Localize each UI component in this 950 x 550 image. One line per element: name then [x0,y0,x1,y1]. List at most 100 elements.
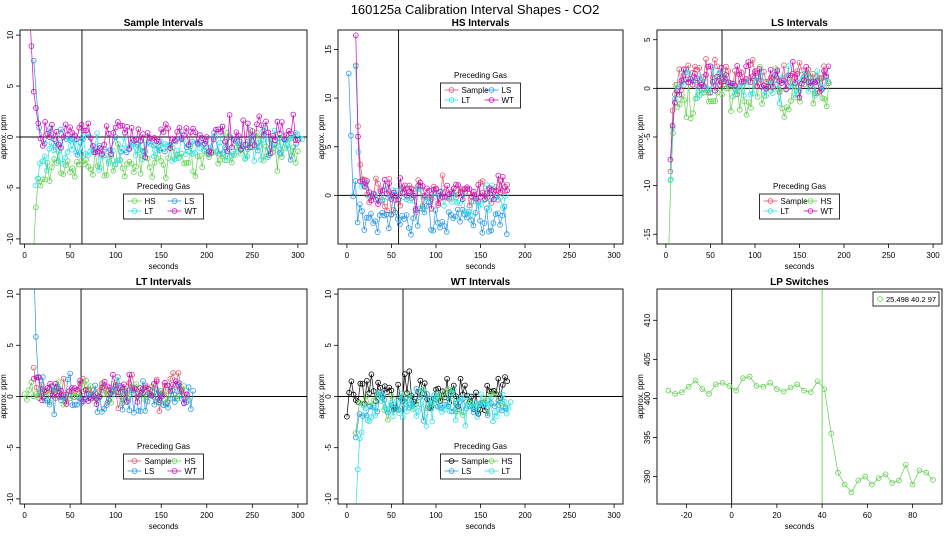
data-point [128,161,135,167]
data-point [473,195,479,202]
data-point [680,66,687,72]
data-point [497,398,504,404]
data-point [224,129,231,136]
data-point [703,72,709,78]
y-tick-label: -10 [643,179,652,191]
data-point [698,90,705,97]
data-point [104,399,111,406]
data-point [80,398,86,405]
x-axis-label: seconds [149,522,179,531]
data-point [352,32,359,39]
data-point [77,377,83,384]
data-point [379,187,386,194]
data-point [497,195,503,201]
data-point [128,125,135,131]
y-tick-label: 395 [643,430,652,444]
data-point [502,374,508,380]
data-point [419,183,426,189]
data-point [133,163,140,170]
data-point [705,63,711,70]
data-point [103,123,110,129]
legend-title: Preceding Gas [137,182,190,191]
data-point [117,123,123,129]
data-point [767,67,774,73]
data-point [397,202,404,209]
data-point [740,92,747,99]
data-point [397,175,404,181]
data-point [204,134,210,140]
data-point [781,77,787,84]
data-point [667,177,674,183]
data-point [685,62,691,69]
data-point [419,206,426,213]
data-point [747,79,754,85]
data-point [796,59,803,66]
data-point [427,395,434,402]
data-point [718,64,725,71]
series-wt [30,371,190,408]
data-point [454,200,461,206]
data-point [821,386,828,392]
data-point [278,151,285,158]
data-point [263,118,269,125]
data-point [354,466,361,473]
data-point [396,410,402,416]
data-point [794,381,800,388]
data-point [370,190,377,197]
data-point [413,207,419,213]
data-point [31,256,36,261]
data-point [501,398,508,405]
data-point [361,227,368,233]
data-point [457,189,464,195]
data-point [889,480,895,486]
data-point [122,129,128,136]
legend-item: Sample [127,457,172,466]
data-point [392,401,398,408]
legend-label: WT [185,467,198,476]
data-point [71,173,78,180]
data-point [446,191,453,198]
y-tick-label: 10 [324,289,333,298]
data-point [110,129,117,136]
data-point [83,127,89,134]
data-point [74,386,81,393]
data-point [368,371,375,378]
data-point [679,389,685,396]
legend-label: LT [781,207,790,216]
data-point [388,387,395,394]
data-point [214,148,221,155]
data-point [63,401,70,407]
data-point [350,391,357,398]
y-axis-label: approx. ppm [0,114,8,159]
legend-label: HS [185,457,196,466]
data-point [119,165,126,172]
data-point [165,125,171,132]
data-point [719,379,726,386]
data-point [238,146,244,153]
data-point [46,401,53,408]
data-point [388,393,395,399]
data-point [385,195,391,201]
data-point [279,154,285,160]
data-point [457,200,463,206]
legend-title: Preceding Gas [454,71,507,80]
data-point [497,189,504,196]
data-point [470,409,477,415]
data-point [504,187,511,194]
data-point [142,384,149,391]
data-point [37,135,44,142]
data-point [235,133,242,139]
data-point [355,133,361,140]
data-point [875,475,882,482]
data-point [153,147,160,154]
y-tick-label: -5 [6,184,15,192]
data-point [247,144,253,151]
data-point [444,182,450,189]
data-point [283,132,290,138]
data-point [363,392,370,399]
data-point [488,394,494,401]
data-point [783,86,789,92]
data-point [743,112,750,118]
y-tick-label: 5 [6,343,15,348]
